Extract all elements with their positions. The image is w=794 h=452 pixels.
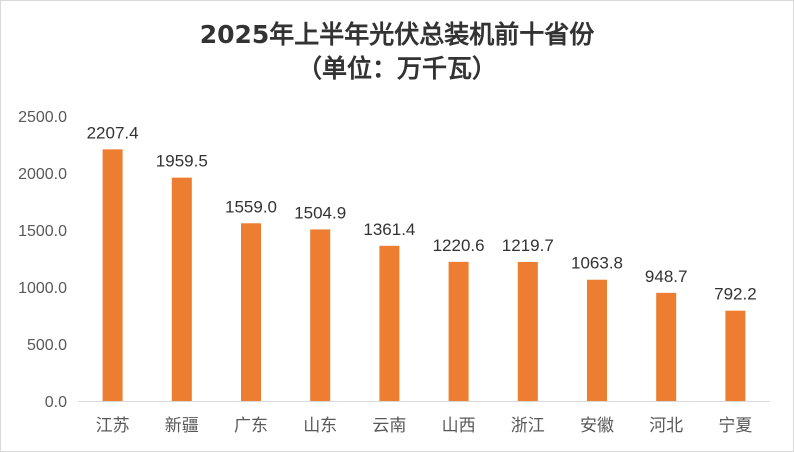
x-tick-label: 山东 [303,416,337,436]
bar [102,149,123,401]
chart-subtitle: （单位：万千瓦） [296,54,497,83]
y-tick-label: 0.0 [45,394,67,411]
x-tick-label: 江苏 [96,416,130,436]
x-tick-label: 安徽 [580,416,614,436]
data-label: 1361.4 [363,220,415,239]
x-tick-label: 宁夏 [718,416,752,436]
bar [310,229,331,401]
data-label: 948.7 [645,267,688,286]
x-tick-label: 浙江 [511,416,545,436]
bar [517,261,538,401]
bar [725,310,746,401]
y-axis-ticks: 0.0 500.0 1000.0 1500.0 2000.0 2500.0 [18,109,67,411]
bar [171,177,192,401]
bar [587,279,607,401]
x-tick-label: 广东 [234,416,268,436]
bar [448,261,469,401]
data-label: 1559.0 [225,197,277,216]
chart-title: 2025年上半年光伏总装机前十省份 [199,20,595,49]
bars [102,149,746,401]
data-label: 1219.7 [502,236,554,255]
x-tick-label: 河北 [649,416,683,436]
y-tick-label: 1500.0 [18,223,67,240]
data-labels: 2207.4 1959.5 1559.0 1504.9 1361.4 1220.6 1219… [87,123,757,303]
y-tick-label: 500.0 [27,337,67,354]
y-tick-label: 2000.0 [18,166,67,183]
data-label: 1504.9 [294,203,346,222]
x-axis-ticks: 江苏 新疆 广东 山东 云南 山西 浙江 安徽 河北 宁夏 [96,416,753,436]
bar [656,292,677,401]
data-label: 1220.6 [433,236,485,255]
y-tick-label: 1000.0 [18,280,67,297]
x-tick-label: 云南 [372,416,406,436]
data-label: 792.2 [714,285,757,304]
data-label: 1959.5 [156,152,208,171]
bar [241,223,261,401]
x-tick-label: 新疆 [165,416,199,436]
bar [379,245,400,401]
data-label: 2207.4 [87,123,139,142]
data-label: 1063.8 [571,254,623,273]
y-tick-label: 2500.0 [18,109,67,126]
x-tick-label: 山西 [442,416,476,436]
